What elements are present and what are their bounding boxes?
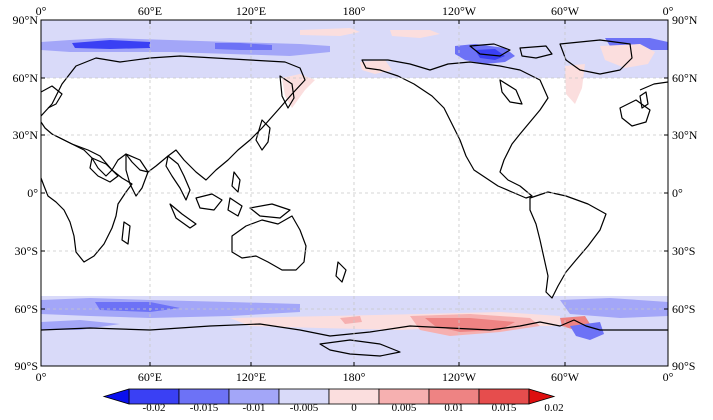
axis-tick-marks — [40, 19, 669, 367]
left-lat-label: 90°N — [13, 13, 39, 27]
colorbar-tick-label: -0.015 — [190, 402, 219, 414]
top-lon-label: 60°W — [551, 4, 580, 18]
right-lat-label: 90°N — [672, 13, 698, 27]
right-lat-label: 90°S — [672, 359, 695, 373]
colorbar-tick-label: 0.015 — [492, 402, 517, 414]
colorbar-tick-label: 0 — [351, 402, 357, 414]
top-lon-label: 60°E — [138, 4, 162, 18]
bottom-lon-label: 0° — [36, 370, 47, 384]
right-lat-label: 60°S — [672, 302, 695, 316]
colorbar-tick-label: -0.02 — [143, 402, 166, 414]
top-lon-label: 0° — [663, 4, 674, 18]
left-lat-label: 30°N — [13, 128, 39, 142]
left-lat-label: 90°S — [15, 359, 38, 373]
antarctic-anomaly-field — [41, 296, 668, 366]
colorbar — [102, 388, 556, 405]
left-lat-label: 30°S — [15, 244, 38, 258]
right-lat-label: 30°S — [672, 244, 695, 258]
colorbar-tick-label: -0.005 — [290, 402, 319, 414]
bottom-lon-label: 120°E — [236, 370, 266, 384]
colorbar-tick-label: 0.005 — [392, 402, 417, 414]
colorbar-tick-label: -0.01 — [243, 402, 266, 414]
right-lat-label: 30°N — [672, 128, 698, 142]
colorbar-tick-label: 0.02 — [544, 402, 563, 414]
bottom-lon-label: 120°W — [442, 370, 477, 384]
coastlines — [41, 39, 668, 357]
left-lat-label: 60°S — [15, 302, 38, 316]
map-grid — [41, 20, 668, 366]
right-lat-label: 60°N — [672, 71, 698, 85]
bottom-lon-label: 60°E — [138, 370, 162, 384]
right-lat-label: 0° — [672, 186, 683, 200]
left-lat-label: 60°N — [13, 71, 39, 85]
left-lat-label: 0° — [27, 186, 38, 200]
bottom-lon-label: 0° — [663, 370, 674, 384]
colorbar-extend-high — [528, 388, 556, 405]
top-lon-label: 180° — [343, 4, 366, 18]
colorbar-extend-low — [102, 388, 130, 405]
bottom-lon-label: 60°W — [551, 370, 580, 384]
top-lon-label: 120°E — [236, 4, 266, 18]
colorbar-tick-label: 0.01 — [444, 402, 463, 414]
top-lon-label: 120°W — [442, 4, 477, 18]
top-lon-label: 0° — [36, 4, 47, 18]
bottom-lon-label: 180° — [343, 370, 366, 384]
